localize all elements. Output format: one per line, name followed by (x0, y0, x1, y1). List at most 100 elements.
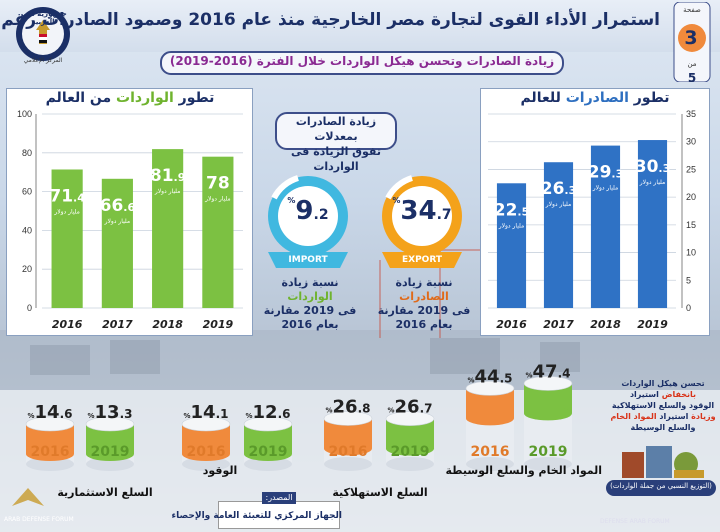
bar-2018 (590, 145, 621, 308)
y-tick-label-4: 20 (686, 192, 696, 202)
y-tick-label-2: 10 (686, 248, 696, 258)
imports-title-prefix: تطور (178, 90, 215, 106)
y-tick-label-0: 0 (686, 303, 691, 313)
header-band (0, 0, 720, 52)
x-tick-label-2019: 2019 (637, 318, 668, 331)
cylinder-year-0-2016: 2016 (471, 444, 510, 460)
bar-unit-label-2017: مليار دولار (104, 218, 131, 225)
import-pct-dec: .2 (313, 207, 329, 223)
bar-unit-label-2019: مليار دولار (204, 196, 231, 203)
cylinder-year-3-2016: 2016 (31, 444, 70, 460)
y-tick-label-5: 25 (686, 164, 696, 174)
note-line1: تحسن هيكل الواردات (621, 379, 705, 388)
bar-value-label-2019: 30.3 (635, 157, 671, 177)
y-tick-label-3: 60 (22, 187, 32, 197)
cylinder-top-0-2019 (523, 376, 573, 391)
bar-2016 (496, 183, 527, 308)
x-tick-label-2017: 2017 (543, 318, 574, 331)
export-desc-line2: فى 2019 مقارنة (377, 304, 471, 317)
category-label-fuel: الوقود (202, 464, 238, 477)
cylinder-fill-bottom-0-2016 (466, 411, 514, 426)
import-desc-line3: بعام 2016 (281, 318, 339, 331)
bar-2019 (637, 140, 668, 308)
note-line3: استيراد (659, 412, 689, 421)
category-label-raw-materials: المواد الخام والسلع الوسيطة (445, 464, 602, 477)
cylinder-year-2-2019: 2019 (249, 444, 288, 460)
cylinder-year-0-2019: 2019 (529, 444, 568, 460)
note-footer: (التوزيع النسبي من جملة الواردات) (610, 482, 712, 490)
export-desc-highlight: الصادرات (399, 290, 449, 303)
page-number: 3 (684, 27, 698, 49)
imports-chart-title: تطور الواردات من العالم (20, 90, 240, 106)
cylinder-top-0-2016 (465, 381, 515, 396)
bar-unit-label-2018: مليار دولار (154, 188, 181, 195)
cylinder-value-0-2016: %44.5 (468, 366, 513, 387)
page-label: صفحة (683, 6, 701, 14)
y-tick-label-4: 80 (22, 148, 32, 158)
exports-chart-title: تطور الصادرات للعالم (495, 90, 695, 106)
y-tick-label-6: 30 (686, 137, 696, 147)
eagle-logo-icon (16, 7, 70, 61)
note-line2: الوقود والسلع الاستهلاكية (611, 401, 715, 410)
cylinder-top-3-2016 (25, 416, 75, 432)
bar-unit-label-2016: مليار دولار (498, 222, 525, 229)
imports-title-suffix: من العالم (45, 90, 112, 106)
source-label: المصدر: (262, 492, 296, 504)
bar-unit-label-2018: مليار دولار (592, 185, 619, 192)
page-total: 5 (687, 71, 697, 85)
cylinder-fill-bottom-1-2016 (324, 441, 372, 456)
note-footer-box (606, 480, 716, 496)
bar-value-label-2016: 71.4 (49, 186, 85, 206)
page-title: استمرار الأداء القوى لتجارة مصر الخارجية… (0, 10, 660, 30)
bar-unit-label-2017: مليار دولار (545, 201, 572, 208)
cylinder-year-1-2016: 2016 (329, 444, 368, 460)
import-pct-int: 9 (295, 196, 314, 226)
cylinder-top-3-2019 (85, 416, 135, 432)
x-tick-label-2016: 2016 (52, 318, 83, 331)
logo-top-text: جمهورية مصر العربية (19, 10, 67, 26)
cargo-illustration-icon (622, 446, 704, 478)
bar-2019 (202, 156, 234, 308)
bar-2018 (152, 149, 184, 308)
cylinder-value-0-2019: %47.4 (526, 361, 571, 382)
bar-unit-label-2019: مليار دولار (639, 179, 666, 186)
cylinder-base-1-2019 (386, 457, 434, 471)
export-desc-line3: بعام 2016 (395, 318, 453, 331)
subtitle-box (160, 51, 564, 75)
cylinder-top-1-2019 (385, 411, 435, 426)
export-pct-sign: % (392, 196, 401, 205)
cylinder-base-3-2016 (26, 457, 74, 471)
export-gauge-icon (382, 175, 462, 268)
page-number-tag (673, 2, 711, 82)
export-pct-int: 34 (400, 196, 437, 226)
import-description: نسبة زيادة الواردات فى 2019 مقارنة بعام … (260, 276, 360, 332)
middle-heading-line2: تفوق الزيادة فى الواردات (291, 145, 381, 173)
imports-bar-chart: 0 20 40 60 80 100 71.4 مليار دولار 2016 66.6 مليار… (17, 109, 243, 331)
source-text: الجهاز المركزي للتعبئة العامة والإحصاء (171, 511, 342, 521)
exports-title-suffix: للعالم (520, 90, 561, 106)
y-tick-label-1: 20 (22, 264, 32, 274)
note-line1-b: استيراد (629, 390, 659, 399)
x-tick-label-2016: 2016 (496, 318, 527, 331)
category-label-consumer-goods: السلع الاستهلاكية (332, 486, 428, 499)
y-tick-label-7: 35 (686, 109, 696, 119)
x-tick-label-2018: 2018 (152, 318, 183, 331)
cylinder-value-1-2019: %26.7 (388, 397, 433, 418)
x-tick-label-2019: 2019 (203, 318, 234, 331)
y-tick-label-3: 15 (686, 220, 696, 230)
cylinder-base-1-2016 (324, 457, 372, 471)
bar-value-label-2017: 66.6 (100, 196, 136, 216)
cylinder-top-2-2016 (181, 416, 231, 432)
watermark-left: ARAB DEFENSE FORUM (4, 516, 74, 523)
x-tick-label-2018: 2018 (590, 318, 621, 331)
middle-heading: زيادة الصادرات بمعدلات تفوق الزيادة فى ا… (275, 114, 397, 174)
cylinder-base-0-2016 (466, 457, 514, 471)
import-desc-line2: فى 2019 مقارنة (263, 304, 357, 317)
cylinder-year-1-2019: 2019 (391, 444, 430, 460)
import-pct-sign: % (287, 196, 296, 205)
cylinder-value-2-2016: %14.1 (184, 402, 229, 423)
x-tick-label-2017: 2017 (102, 318, 133, 331)
y-tick-label-1: 5 (686, 275, 691, 285)
bar-2016 (51, 169, 83, 308)
